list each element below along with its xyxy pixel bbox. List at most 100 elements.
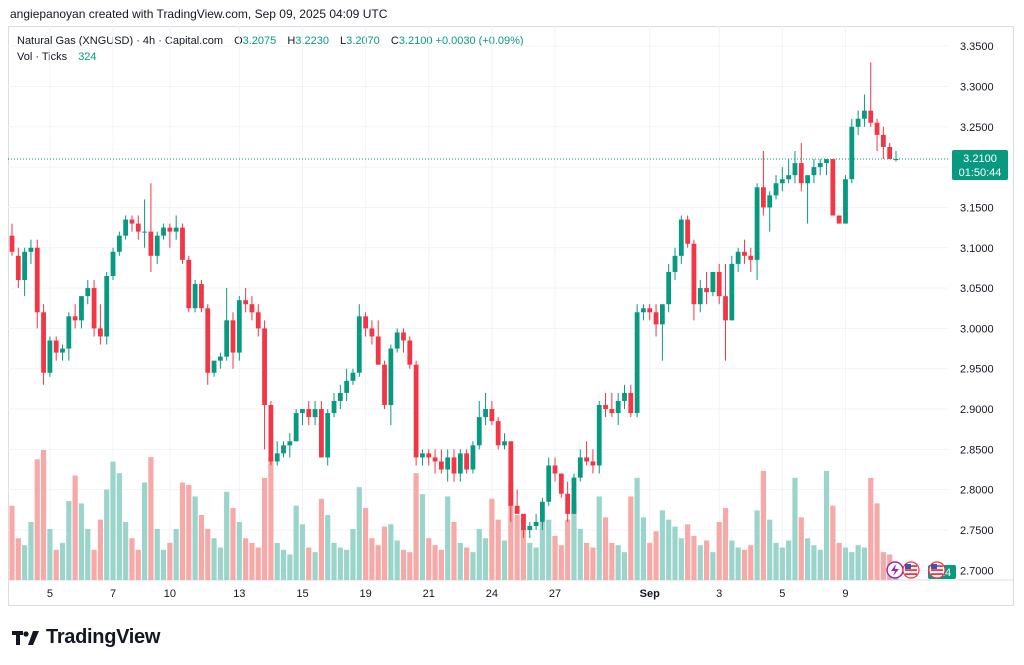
y-tick-label: 2.7500 [960,525,994,537]
volume-bar [842,547,849,580]
volume-bar [533,547,539,580]
candle-body [293,413,299,442]
candle-body [60,348,65,353]
x-tick-label: 19 [359,588,371,600]
volume-bar [792,477,798,580]
volume-bar [546,519,552,580]
candle-body [508,441,514,506]
volume-bar [22,545,28,580]
volume-bar [527,542,533,580]
volume-bar [520,528,527,580]
tradingview-logo[interactable]: TradingView [12,626,160,649]
volume-bar [539,521,545,580]
volume-bar [116,473,122,580]
volume-bar [779,547,785,580]
volume-bar [602,517,609,580]
candle-body [779,179,785,184]
candle-body [382,364,387,406]
close-value: 3.2100 [398,35,433,47]
candle-body [704,288,709,293]
candle-body [691,243,697,305]
volume-bar [722,508,729,580]
candle-body [41,312,46,373]
y-tick-label: 3.1500 [960,202,994,214]
candle-body [91,288,97,329]
candle-body [792,163,798,176]
candle-body [217,356,223,361]
candle-body [142,231,147,233]
volume-bar [426,538,432,580]
candle-body [767,195,773,208]
candle-body [224,320,230,357]
x-tick-label: 13 [233,588,245,600]
volume-bar [621,552,628,580]
candle-body [824,159,829,164]
volume-bar [47,528,53,580]
volume-bar [868,477,874,580]
candle-body [110,251,116,276]
x-tick-label: 21 [423,588,435,600]
candle-body [319,409,324,458]
volume-bar [312,552,318,580]
symbol-label[interactable]: Natural Gas (XNGUSD) · 4h · Capital.com [17,35,223,47]
volume-bar [754,510,760,580]
candle-body [887,146,893,160]
volume-bar [571,501,577,580]
candle-body [451,457,457,474]
y-tick-label: 3.0000 [960,323,994,335]
volume-bar [445,496,451,580]
candle-body [716,271,722,297]
candle-body [880,134,886,147]
candle-body [161,227,166,236]
candle-body [843,179,848,224]
volume-bar [331,542,337,580]
volume-label[interactable]: Vol · Ticks [17,51,68,63]
y-tick-label: 3.0500 [960,283,994,295]
volume-bar [672,526,678,580]
volume-bar [457,542,463,580]
volume-bar [249,542,255,580]
volume-bar [236,521,242,580]
candle-body [483,409,488,418]
volume-bar [609,542,615,580]
candle-body [628,392,634,414]
volume-bar [224,491,230,580]
candle-body [874,122,880,135]
volume-bar [318,498,324,580]
candle-body [375,336,381,365]
volume-bar [66,501,72,580]
volume-bar [350,528,356,580]
volume-bar [565,519,571,580]
x-tick-label: Sep [640,588,660,600]
volume-bar [53,549,59,580]
high-label: H [287,35,296,47]
candle-body [230,320,236,353]
candle-body [388,348,394,406]
candle-body [401,332,406,341]
price-chart[interactable]: 3.35003.30003.25003.20003.15003.10003.05… [8,26,1014,606]
candle-body [811,167,817,176]
volume-bar [205,528,211,580]
volume-bar [716,521,722,580]
candle-body [754,187,760,260]
candle-body [666,271,672,305]
volume-bar [830,505,836,580]
candle-body [533,521,539,526]
candle-body [761,187,766,208]
x-tick-label: 3 [716,588,722,600]
candle-body [729,263,735,321]
volume-bar [482,538,489,580]
candle-body [603,405,608,410]
candle-body [407,340,413,365]
candle-body [268,405,274,462]
volume-bar [691,535,697,580]
volume-bar [78,503,85,580]
candle-body [836,215,842,224]
volume-bar [344,549,350,580]
candle-body [47,340,53,373]
volume-bar [142,482,148,580]
candle-body [615,400,621,414]
candle-body [577,457,583,478]
volume-bar [855,545,861,580]
candle-body [546,465,552,502]
